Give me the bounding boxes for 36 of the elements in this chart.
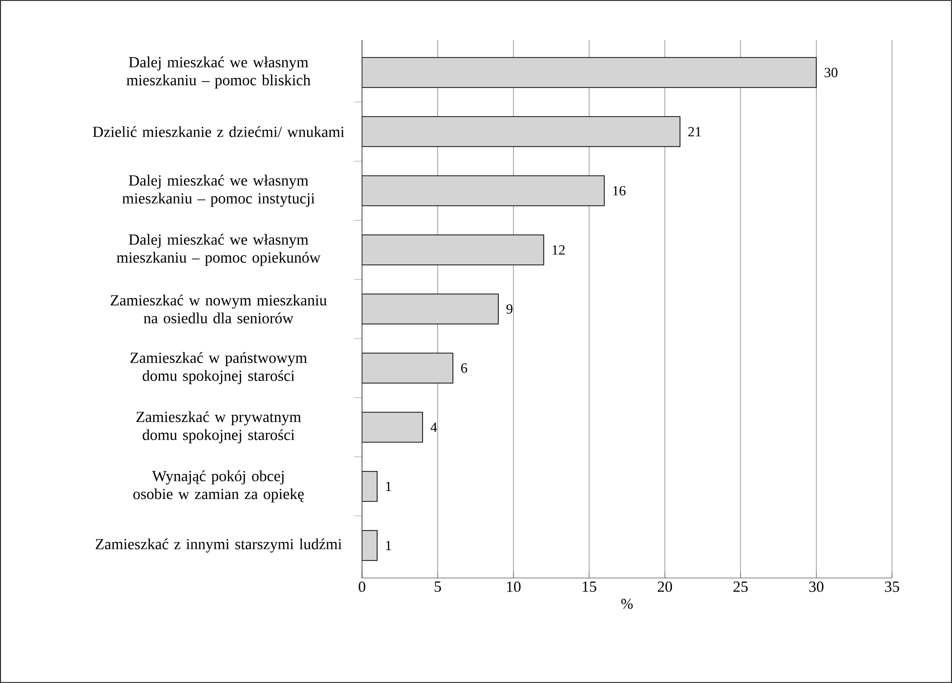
data-label: 30 (824, 68, 838, 78)
data-label: 9 (506, 304, 512, 314)
data-label: 6 (461, 363, 468, 373)
x-tick-label: 10 (507, 582, 521, 592)
y-tick-label: Zamieszkać w prywatnym domu spokojnej starości (136, 411, 301, 444)
data-label: 12 (552, 245, 565, 254)
x-tick-label: 20 (658, 582, 672, 592)
y-tick-label: Zamieszkać z innymi starszymi ludźmi (96, 538, 342, 553)
data-label: 21 (688, 127, 701, 136)
bar (362, 175, 605, 206)
bar (362, 116, 680, 148)
x-tick-label: 30 (809, 582, 824, 592)
y-tick-label: Dalej mieszkać we własnym mieszkaniu – pomoc instytucji (122, 174, 315, 207)
data-label: 4 (430, 422, 438, 432)
bar (362, 352, 454, 384)
data-label: 1 (386, 482, 392, 491)
bar (362, 412, 423, 443)
bar (362, 57, 817, 88)
y-tick-label: Dzielić mieszkanie z dziećmi/ wnukami (92, 126, 344, 138)
x-tick-label: 5 (434, 582, 441, 592)
x-tick-label: 25 (734, 582, 748, 592)
x-axis-title: % (621, 598, 633, 609)
bar (362, 470, 378, 502)
y-tick-label: Zamieszkać w państwowym domu spokojnej starości (130, 352, 308, 384)
y-tick-label: Zamieszkać w nowym mieszkaniu na osiedlu dla seniorów (110, 294, 327, 324)
data-label: 1 (386, 540, 392, 550)
bar (362, 294, 499, 324)
x-tick-label: 35 (885, 582, 900, 592)
y-tick-label: Dalej mieszkać we własnym mieszkaniu – pomoc opiekunów (116, 234, 320, 266)
y-tick-label: Dalej mieszkać we własnym mieszkaniu – pomoc bliskich (126, 56, 310, 88)
x-tick-label: 0 (358, 582, 366, 592)
bar (362, 530, 378, 561)
x-tick-label: 15 (582, 582, 596, 592)
bar (362, 234, 544, 266)
y-tick-label: Wynająć pokój obcej osobie w zamian za opiekę (133, 470, 304, 502)
data-label: 16 (613, 186, 626, 196)
